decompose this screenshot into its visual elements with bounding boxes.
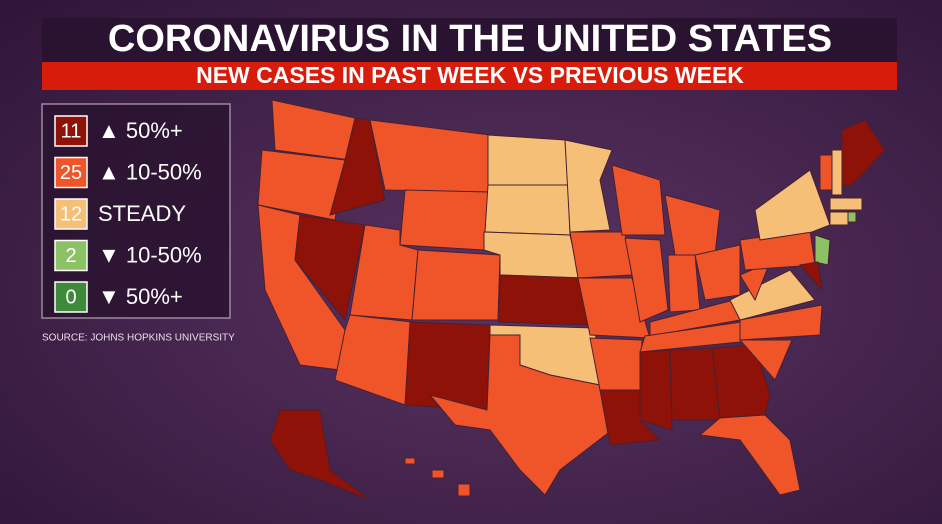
state [484, 184, 571, 236]
legend-count: 11 [61, 120, 82, 142]
state [799, 261, 823, 292]
legend-count: 12 [60, 203, 82, 225]
state [428, 334, 613, 496]
state [819, 154, 833, 191]
legend-count: 0 [65, 286, 76, 308]
state [611, 164, 666, 236]
legend-label: ▼ 50%+ [98, 284, 183, 309]
state [487, 134, 569, 186]
legend-label: STEADY [98, 201, 186, 226]
state [847, 211, 857, 223]
state [399, 189, 489, 251]
state [829, 197, 863, 211]
state [639, 349, 673, 431]
state [497, 274, 589, 326]
state [739, 304, 823, 341]
state [738, 339, 793, 381]
legend-swatch [54, 281, 88, 313]
state [564, 139, 613, 233]
state [667, 254, 701, 313]
state [829, 211, 849, 226]
state [669, 347, 721, 421]
state [569, 231, 633, 279]
legend-swatch [54, 239, 88, 272]
legend-swatch [54, 198, 88, 230]
state [269, 409, 371, 501]
state [754, 169, 831, 241]
state [404, 321, 491, 411]
state [698, 414, 801, 496]
us-map [257, 99, 886, 501]
legend-count: 25 [60, 162, 82, 184]
source: SOURCE: JOHNS HOPKINS UNIVERSITY [42, 333, 235, 344]
title: CORONAVIRUS IN THE UNITED STATES [108, 18, 832, 60]
legend-label: ▼ 10-50% [98, 242, 202, 267]
state [334, 314, 413, 406]
state [294, 214, 366, 322]
legend-swatch [54, 115, 88, 147]
state [599, 389, 662, 446]
legend: 11 ▲ 50%+ 25 ▲ 10-50% 12 STEADY 2 ▼ 10-50% 0 ▼ 50… [54, 115, 202, 313]
title-bar [42, 18, 897, 62]
state [624, 237, 669, 323]
state [841, 119, 886, 186]
state [329, 117, 386, 216]
state [814, 234, 831, 266]
legend-label: ▲ 50%+ [98, 118, 183, 143]
state [729, 269, 816, 321]
state [411, 249, 501, 321]
legend-count: 2 [65, 245, 76, 267]
state [831, 149, 843, 196]
state [431, 469, 445, 479]
subtitle-bar [42, 62, 897, 90]
state [457, 483, 471, 497]
subtitle: NEW CASES IN PAST WEEK VS PREVIOUS WEEK [196, 62, 744, 88]
legend-swatch [54, 156, 88, 189]
legend-label: ▲ 10-50% [98, 159, 202, 184]
state [404, 457, 416, 465]
